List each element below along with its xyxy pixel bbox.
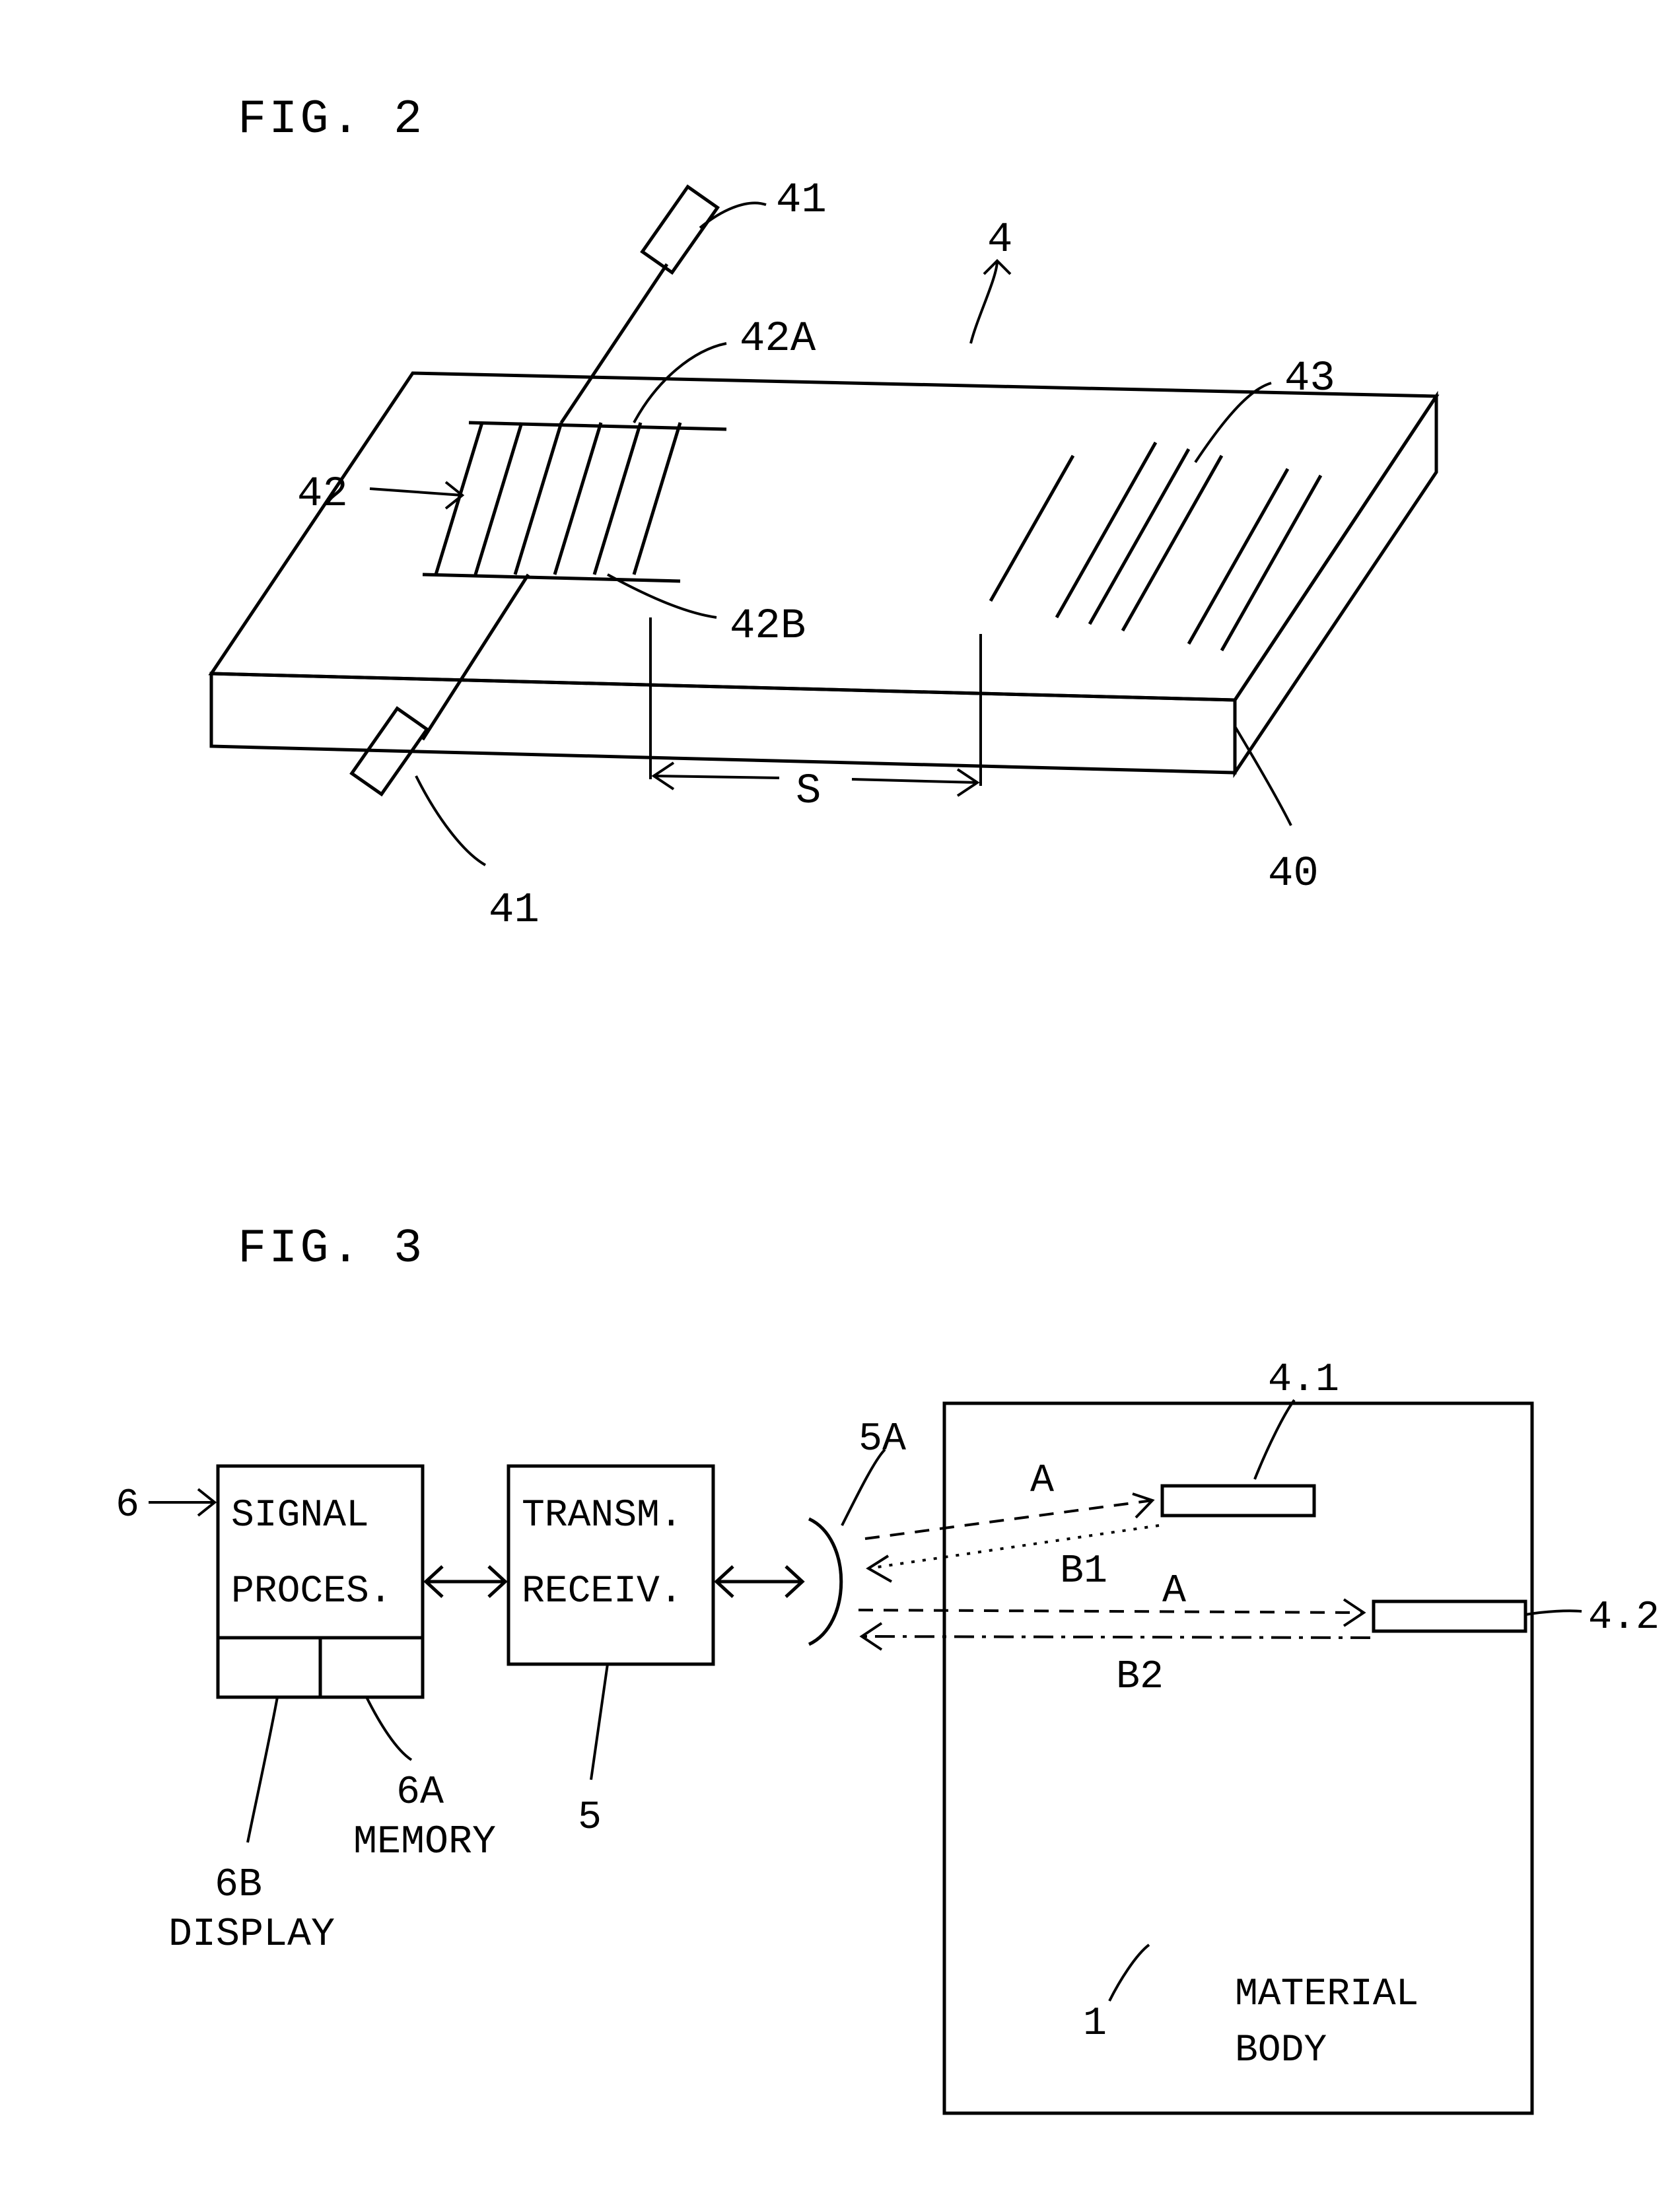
fig3-block-receiv: RECEIV. [522,1570,683,1613]
fig3-block-signal: SIGNAL [231,1494,369,1537]
fig2-label-40: 40 [1268,851,1319,898]
fig3-label-b1: B1 [1060,1549,1107,1594]
fig3-label-6a-word: MEMORY [353,1820,496,1865]
fig3-label-6b-num: 6B [215,1863,262,1908]
fig3-title: FIG. 3 [238,1222,425,1276]
fig2-label-s: S [796,768,821,816]
fig2-diagram: FIG. 2 [0,0,1680,1090]
fig2-label-42a: 42A [740,316,816,363]
fig2-label-4: 4 [987,217,1012,264]
fig3-label-5a: 5A [858,1417,906,1462]
fig3-label-4-2: 4.2 [1588,1595,1660,1640]
fig2-label-41-bot: 41 [489,887,540,934]
fig3-block-transm: TRANSM. [522,1494,683,1537]
fig3-block-material: MATERIAL [1235,1973,1418,2016]
fig3-label-6: 6 [116,1483,139,1528]
fig3-label-a-bot: A [1162,1569,1186,1614]
fig3-label-b2: B2 [1116,1655,1164,1700]
fig3-label-5: 5 [578,1796,602,1840]
fig3-label-4-1: 4.1 [1268,1358,1339,1403]
fig2-label-42b: 42B [730,603,806,650]
fig3-block-body: BODY [1235,2029,1327,2072]
fig3-block-proces: PROCES. [231,1570,392,1613]
fig2-label-41-top: 41 [776,177,827,225]
fig3-label-6b-word: DISPLAY [168,1912,335,1957]
fig3-label-6a-num: 6A [396,1770,444,1815]
fig3-label-1: 1 [1083,2002,1107,2047]
fig2-label-43: 43 [1284,355,1335,403]
fig2-title: FIG. 2 [238,92,425,147]
fig3-label-a-top: A [1030,1459,1054,1504]
fig2-label-42: 42 [297,471,348,518]
fig3-diagram: FIG. 3 [0,1090,1680,2205]
